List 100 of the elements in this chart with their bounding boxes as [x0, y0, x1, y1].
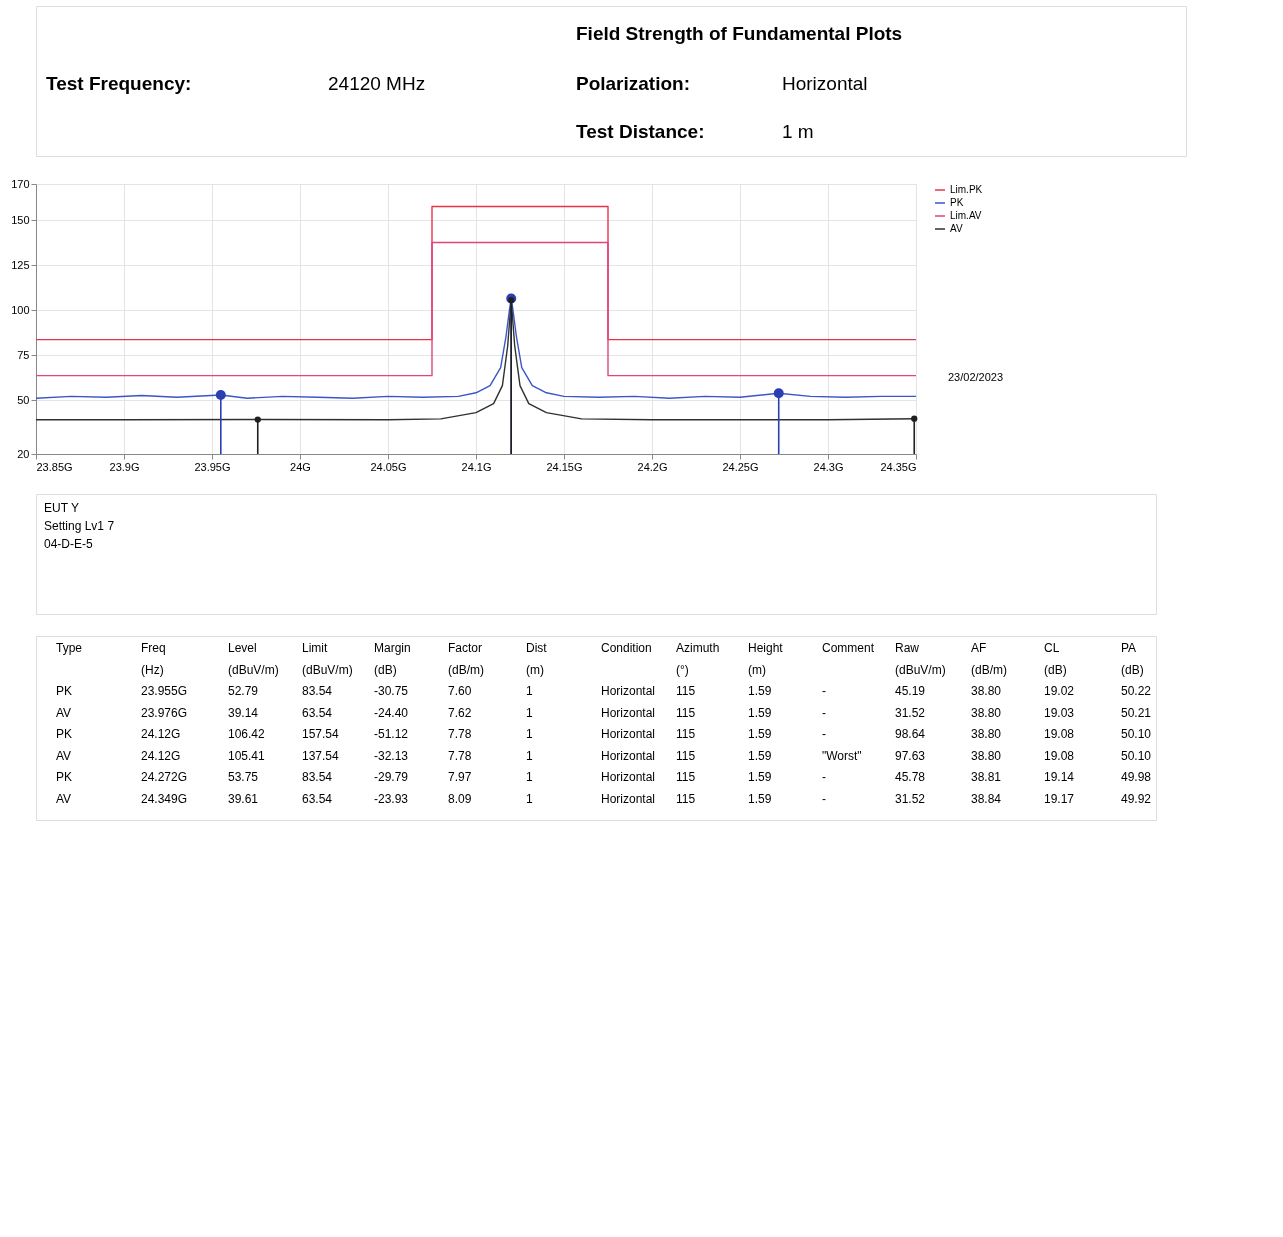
text: Setting Lv1 7 — [44, 519, 115, 533]
text: PK — [56, 684, 73, 698]
text: AV — [56, 705, 72, 720]
x-tick-label: 24.35G — [880, 460, 917, 473]
text: Condition — [601, 641, 652, 655]
text: 7.62 — [448, 705, 472, 720]
text: Comment — [822, 641, 875, 655]
text: 39.61 — [228, 791, 259, 806]
text: 19.14 — [1044, 770, 1075, 784]
text: 115 — [676, 770, 696, 784]
text: 49.98 — [1121, 770, 1152, 784]
text: Horizontal — [601, 705, 656, 720]
text: 38.80 — [971, 684, 1002, 698]
text: Dist — [526, 641, 548, 655]
y-tick-label: 100 — [11, 303, 30, 316]
text: 50.10 — [1121, 727, 1152, 741]
text: 115 — [676, 705, 696, 720]
text: 50.21 — [1121, 705, 1152, 720]
text: 24.349G — [141, 791, 188, 806]
text: PK — [56, 727, 73, 741]
text: 45.78 — [895, 770, 926, 784]
text: (m) — [526, 662, 544, 677]
x-tick-label: 23.85G — [36, 460, 73, 473]
text: Horizontal — [601, 770, 656, 784]
text: Horizontal — [601, 684, 656, 698]
text: 24.12G — [141, 727, 181, 741]
text: 8.09 — [448, 791, 472, 806]
text: - — [822, 791, 826, 806]
text: 23/02/2023 — [948, 371, 1004, 384]
y-tick-label: 50 — [17, 393, 30, 406]
text: (dB) — [1044, 662, 1067, 677]
text: 19.08 — [1044, 748, 1075, 763]
x-tick-label: 24.25G — [722, 460, 759, 473]
text: 1 — [526, 770, 533, 784]
text: - — [822, 705, 826, 720]
text: 1.59 — [748, 684, 772, 698]
text: 115 — [676, 684, 696, 698]
y-tick-label: 20 — [17, 447, 30, 460]
text: 23.955G — [141, 684, 188, 698]
text: - — [822, 684, 826, 698]
text: 1.59 — [748, 791, 772, 806]
text: 83.54 — [302, 770, 333, 784]
text: PA — [1121, 641, 1137, 655]
text: (°) — [676, 662, 689, 677]
text: (dB) — [1121, 662, 1144, 677]
text: - — [822, 727, 826, 741]
text: 1 — [526, 791, 533, 806]
text: 23.976G — [141, 705, 188, 720]
text: 97.63 — [895, 748, 926, 763]
text: 1 — [526, 727, 533, 741]
legend-label: Lim.PK — [950, 184, 983, 195]
text: 63.54 — [302, 705, 333, 720]
text: (dB/m) — [971, 662, 1007, 677]
text: CL — [1044, 641, 1060, 655]
y-tick-label: 75 — [17, 348, 30, 361]
text: 04-D-E-5 — [44, 537, 94, 551]
chart-title: Field Strength of Fundamental Plots — [576, 23, 903, 44]
text: 31.52 — [895, 705, 926, 720]
y-tick-label: 150 — [11, 213, 30, 226]
text: 31.52 — [895, 791, 926, 806]
text: Level — [228, 641, 257, 655]
text: 106.42 — [228, 727, 266, 741]
text: 38.81 — [971, 770, 1002, 784]
text: 1.59 — [748, 727, 772, 741]
text: 98.64 — [895, 727, 926, 741]
text: -51.12 — [374, 727, 409, 741]
text: 1 — [526, 748, 533, 763]
text: 52.79 — [228, 684, 259, 698]
text: -32.13 — [374, 748, 409, 763]
text: AV — [56, 791, 72, 806]
text: Azimuth — [676, 641, 720, 655]
text: Polarization: — [576, 73, 691, 94]
text: AF — [971, 641, 987, 655]
text: 50.22 — [1121, 684, 1152, 698]
text: Horizontal — [601, 791, 656, 806]
text: Test Distance: — [576, 121, 705, 142]
text: 19.08 — [1044, 727, 1075, 741]
text: 83.54 — [302, 684, 333, 698]
text: Raw — [895, 641, 920, 655]
x-tick-label: 23.95G — [194, 460, 231, 473]
text: Horizontal — [601, 727, 656, 741]
text: Test Frequency: — [46, 73, 192, 94]
text: 38.80 — [971, 748, 1002, 763]
text: 105.41 — [228, 748, 266, 763]
text: Limit — [302, 641, 328, 655]
text: Height — [748, 641, 784, 655]
text: 115 — [676, 727, 696, 741]
text: -30.75 — [374, 684, 409, 698]
text: Horizontal — [601, 748, 656, 763]
text: 1.59 — [748, 705, 772, 720]
text: -24.40 — [374, 705, 409, 720]
x-tick-label: 24.05G — [370, 460, 407, 473]
text: 1 m — [782, 121, 814, 142]
text: Factor — [448, 641, 483, 655]
text: - — [822, 770, 826, 784]
x-tick-label: 24G — [290, 460, 311, 473]
text: 1.59 — [748, 748, 772, 763]
text: 38.80 — [971, 705, 1002, 720]
text: Margin — [374, 641, 411, 655]
y-tick-label: 125 — [11, 258, 30, 271]
